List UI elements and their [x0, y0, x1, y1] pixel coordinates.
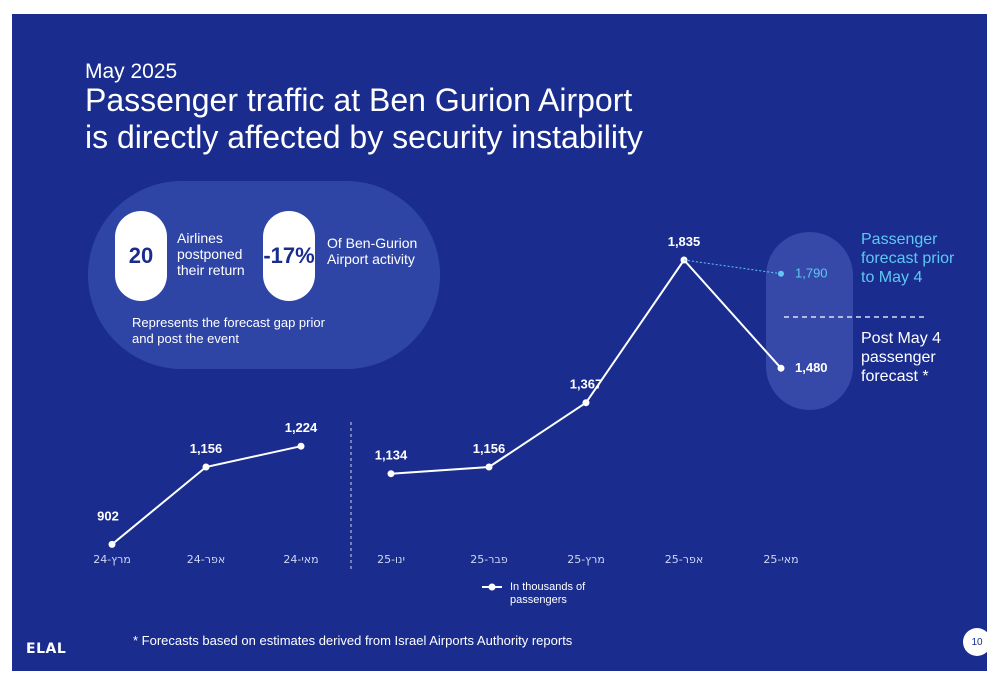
data-point	[108, 540, 116, 548]
series-line	[111, 445, 302, 546]
data-label: 1,790	[795, 266, 828, 281]
data-label: 1,835	[668, 234, 701, 249]
series-line	[390, 258, 782, 475]
slide: May 2025 Passenger traffic at Ben Gurion…	[12, 14, 987, 671]
x-tick-label: ינו-25	[377, 553, 405, 566]
data-label: 902	[97, 508, 119, 523]
data-label: 1,480	[795, 360, 828, 375]
data-label: 1,224	[285, 420, 318, 435]
data-label: 1,367	[570, 377, 603, 392]
title-line-2: is directly affected by security instabi…	[85, 119, 643, 155]
kpi-airlines-label: Airlines postponed their return	[177, 230, 245, 278]
forecast-before-label: Passenger forecast prior to May 4	[861, 231, 955, 286]
data-point	[387, 470, 395, 478]
kpi-airlines-value: 20	[115, 211, 167, 301]
title-line-1: Passenger traffic at Ben Gurion Airport	[85, 82, 633, 118]
data-point	[777, 364, 785, 372]
legend-label: In thousands of passengers	[510, 581, 586, 606]
passenger-line-chart: מרץ-24 אפר-24 מאי-24 902 1,156 1,224 ינו-25 פבר…	[93, 234, 924, 570]
forecast-series-line	[683, 259, 782, 275]
slide-eyebrow: May 2025	[85, 60, 178, 83]
data-point	[485, 463, 493, 471]
x-tick-label: אפר-25	[665, 553, 703, 566]
x-tick-label: פבר-25	[470, 553, 508, 566]
data-label: 1,134	[375, 448, 408, 463]
kpi-activity-value: -17%	[263, 211, 315, 301]
data-label: 1,156	[190, 441, 223, 456]
forecast-data-point	[778, 270, 784, 277]
x-tick-label: מרץ-24	[93, 553, 131, 566]
footnote: * Forecasts based on estimates derived f…	[133, 633, 573, 648]
x-tick-label: מרץ-25	[567, 553, 605, 566]
forecast-after-label: Post May 4 passenger forecast *	[861, 330, 942, 385]
data-label: 1,156	[473, 441, 506, 456]
data-point	[297, 442, 305, 450]
data-point	[202, 463, 210, 471]
x-tick-label: אפר-24	[187, 553, 225, 566]
kpi-activity-label: Of Ben-Gurion Airport activity	[327, 235, 418, 267]
data-point	[582, 399, 590, 407]
page-number: 10	[963, 628, 987, 656]
kpi-note: Represents the forecast gap prior and po…	[132, 315, 325, 346]
slide-title: Passenger traffic at Ben Gurion Airport …	[85, 82, 785, 156]
x-tick-label: מאי-25	[763, 553, 798, 566]
chart-legend: In thousands of passengers	[482, 581, 600, 607]
x-tick-label: מאי-24	[283, 553, 318, 566]
legend-line-marker-icon	[482, 583, 502, 591]
elal-logo: ELAL	[26, 641, 67, 657]
forecast-highlight	[766, 232, 853, 410]
kpi-panel: 20 Airlines postponed their return -17% …	[88, 181, 440, 369]
